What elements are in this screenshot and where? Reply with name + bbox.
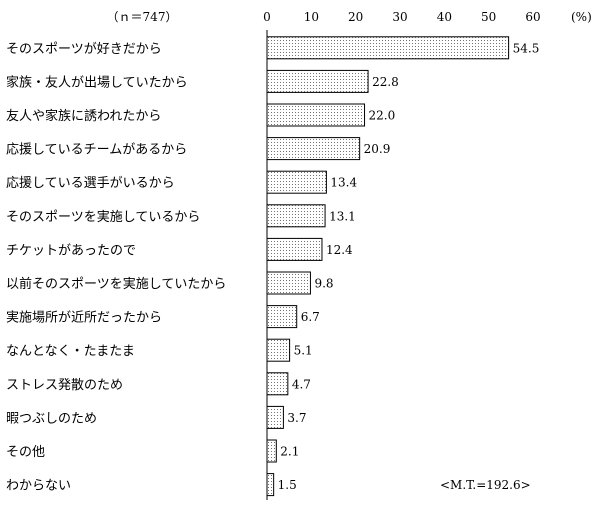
category-label: なんとなく・たまたま (6, 344, 135, 359)
category-label: 実施場所が近所だったから (6, 310, 162, 326)
value-label: 54.5 (513, 41, 540, 55)
value-label: 13.1 (329, 209, 356, 223)
x-tick-label: 30 (392, 10, 407, 24)
category-label: 応援している選手がいるから (6, 176, 175, 191)
value-label: 22.8 (372, 75, 399, 89)
bar (266, 137, 361, 161)
category-label: わからない (6, 479, 71, 494)
category-label: チケットがあったので (6, 243, 136, 258)
category-label: そのスポーツを実施しているから (6, 209, 200, 225)
value-label: 20.9 (364, 142, 391, 156)
bar (266, 305, 298, 329)
category-label: その他 (6, 445, 45, 460)
value-labels: 54.5 22.8 22.0 20.9 13.4 13.1 12.4 9.8 6.7 5.1 4.7… (278, 41, 540, 492)
x-axis-ticks: 0 10 20 30 40 50 60 (263, 10, 540, 24)
bar (266, 204, 326, 228)
value-label: 13.4 (330, 176, 357, 190)
category-label: 以前そのスポーツを実施していたから (6, 276, 226, 292)
x-tick-label: 40 (437, 10, 452, 24)
bar (266, 69, 369, 93)
bar (266, 473, 275, 497)
bar (266, 103, 366, 127)
category-labels: そのスポーツが好きだから家族・友人が出場していたから友人や家族に誘われたから応援… (6, 42, 226, 494)
bar (266, 36, 510, 60)
value-label: 6.7 (301, 310, 320, 324)
bar (266, 405, 284, 429)
category-label: そのスポーツが好きだから (6, 42, 162, 57)
bar (266, 338, 291, 362)
category-label: 友人や家族に誘われたから (6, 108, 161, 124)
value-label: 5.1 (294, 344, 313, 358)
value-label: 1.5 (278, 478, 297, 492)
bars (266, 36, 510, 497)
unit-label: (%) (571, 10, 592, 24)
category-label: 家族・友人が出場していたから (6, 74, 188, 90)
value-label: 3.7 (287, 411, 306, 425)
mean-total-note: <M.T.=192.6> (440, 478, 531, 492)
value-label: 2.1 (280, 445, 299, 459)
value-label: 9.8 (314, 277, 333, 291)
category-label: 応援しているチームがあるから (6, 143, 187, 158)
x-tick-label: 20 (348, 10, 363, 24)
x-tick-label: 10 (304, 10, 319, 24)
bar (266, 170, 327, 194)
bar (266, 237, 323, 261)
value-label: 22.0 (369, 109, 396, 123)
x-tick-label: 50 (481, 10, 496, 24)
category-label: ストレス発散のため (6, 378, 123, 393)
category-label: 暇つぶしのため (6, 411, 97, 426)
bar (266, 271, 311, 295)
x-tick-label: 0 (263, 10, 271, 24)
value-label: 4.7 (292, 377, 311, 391)
x-tick-label: 60 (525, 10, 540, 24)
bar (266, 439, 277, 463)
value-label: 12.4 (326, 243, 353, 257)
bar (266, 372, 289, 396)
sample-size-label: （ｎ＝747） (107, 10, 178, 24)
